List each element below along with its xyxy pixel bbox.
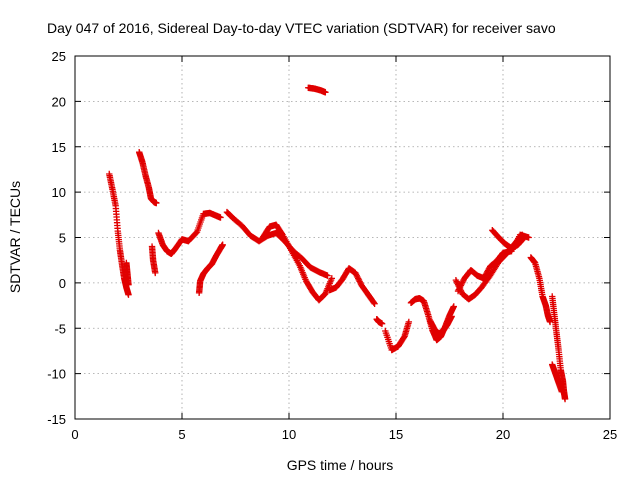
y-tick-label: -10 (47, 367, 66, 382)
points-layer (106, 84, 569, 403)
data-point (352, 269, 359, 277)
data-point-fill (520, 235, 527, 242)
series-arc8 (260, 221, 335, 304)
data-point (546, 318, 554, 326)
data-point (378, 320, 386, 327)
y-tick-label: -5 (54, 321, 66, 336)
x-tick-label: 25 (603, 427, 617, 442)
data-point-fill (356, 278, 363, 285)
data-point (450, 303, 457, 310)
data-point (324, 272, 331, 279)
series-arc11 (373, 315, 386, 327)
tick-layer: 0 5 10 15 20 25 -15 -10 -5 0 5 10 15 20 25 (47, 49, 617, 442)
x-axis-label: GPS time / hours (287, 457, 394, 473)
series-arc7 (223, 208, 331, 279)
data-point-fill (352, 271, 360, 278)
data-point (448, 313, 455, 320)
data-point (152, 269, 159, 277)
data-point (521, 234, 528, 241)
data-point (322, 89, 329, 96)
data-point-fill (370, 299, 378, 306)
chart-title: Day 047 of 2016, Sidereal Day-to-day VTE… (47, 20, 556, 36)
y-tick-label: 25 (52, 49, 66, 64)
y-tick-label: 10 (52, 185, 66, 200)
data-point-fill (353, 272, 360, 279)
data-point (558, 388, 566, 395)
y-tick-label: 0 (59, 276, 66, 291)
series-arc4 (148, 243, 159, 277)
x-tick-label: 20 (496, 427, 510, 442)
data-point (371, 300, 378, 307)
series-arc6 (195, 241, 226, 297)
data-point-fill (459, 277, 467, 285)
data-point (125, 291, 132, 298)
y-tick-label: -15 (47, 412, 66, 427)
data-point (219, 241, 226, 248)
y-tick-label: 5 (59, 231, 66, 246)
y-axis-label: SDTVAR / TECUs (7, 181, 23, 293)
series-arc2 (123, 259, 132, 288)
plot-frame (74, 55, 611, 420)
data-point (405, 318, 413, 326)
series-arc18 (527, 254, 554, 326)
data-point (125, 281, 132, 288)
data-point-fill (355, 276, 363, 284)
y-tick-label: 20 (52, 94, 66, 109)
x-tick-label: 5 (178, 427, 185, 442)
series-arc14 (427, 313, 455, 337)
data-point-fill (354, 273, 361, 281)
x-tick-label: 10 (282, 427, 296, 442)
series-arc12 (382, 318, 413, 354)
series-arc17 (489, 227, 528, 252)
series-arc5 (155, 209, 224, 258)
data-point (561, 395, 569, 403)
series-arc9 (305, 84, 329, 96)
data-point (328, 275, 335, 282)
x-tick-label: 0 (71, 427, 78, 442)
data-point-fill (354, 275, 362, 282)
x-tick-label: 15 (389, 427, 403, 442)
series-arc10 (326, 265, 378, 307)
y-tick-label: 15 (52, 140, 66, 155)
series-arc19 (549, 293, 569, 403)
data-point (153, 199, 160, 207)
data-point (217, 214, 224, 221)
series-arc3 (136, 148, 160, 207)
series-arc20 (549, 361, 566, 395)
data-point-fill (357, 279, 364, 286)
